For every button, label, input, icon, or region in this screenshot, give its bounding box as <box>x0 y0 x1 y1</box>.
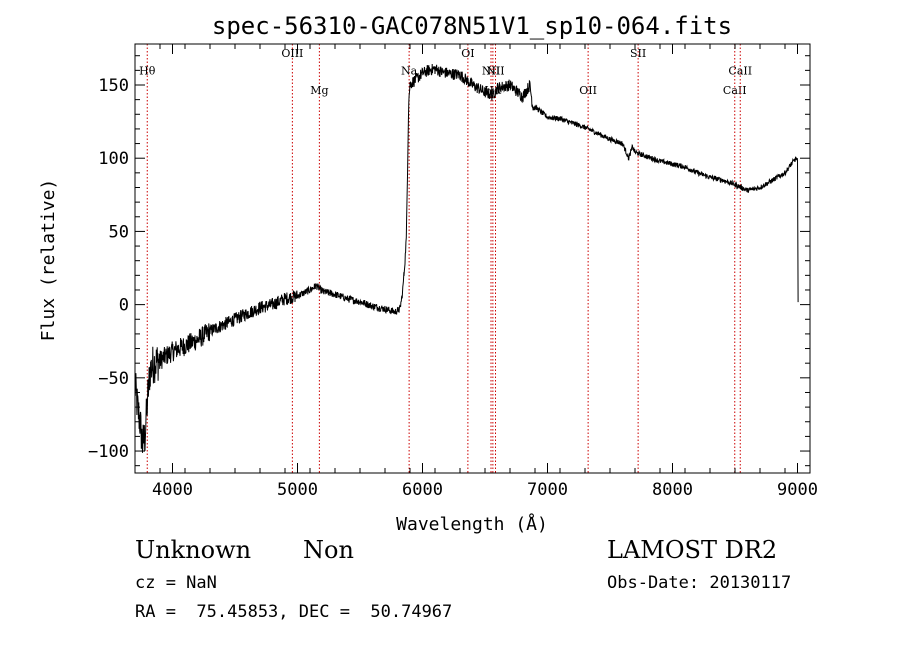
spectrum-plot: spec-56310-GAC078N51V1_sp10-064.fits Wav… <box>38 12 818 535</box>
spectral-line-label: NII <box>482 65 500 78</box>
coordinates: RA = 75.45853, DEC = 50.74967 <box>135 602 453 622</box>
x-tick-label: 8000 <box>652 480 693 500</box>
spectral-line-label: OI <box>461 47 474 60</box>
spectral-line-label: SII <box>630 47 646 60</box>
object-class: Unknown <box>135 536 252 564</box>
y-tick-label: −50 <box>98 369 129 389</box>
x-tick-label: 4000 <box>152 480 193 500</box>
spectrum-series <box>134 63 799 453</box>
axes: 4000 5000 6000 7000 8000 9000 −100 −50 0 50 100 150 <box>88 43 818 500</box>
spectral-line-label: NII <box>486 65 504 78</box>
spectral-line-label: OII <box>579 84 597 97</box>
x-tick-label: 9000 <box>777 480 818 500</box>
spectral-line-label: Hθ <box>139 65 156 78</box>
survey-name: LAMOST DR2 <box>607 536 778 564</box>
y-axis-label: Flux (relative) <box>38 179 59 342</box>
object-subclass: Non <box>303 536 354 564</box>
y-tick-label: 100 <box>98 149 129 169</box>
y-tick-label: 150 <box>98 76 129 96</box>
chart-title: spec-56310-GAC078N51V1_sp10-064.fits <box>212 12 732 40</box>
y-tick-label: 0 <box>119 296 129 316</box>
x-axis-label: Wavelength (Å) <box>396 513 548 535</box>
x-tick-label: 6000 <box>402 480 443 500</box>
spectral-line-label: CaII <box>728 65 752 78</box>
x-tick-label: 7000 <box>527 480 568 500</box>
spectral-line-label: OIII <box>281 47 303 60</box>
y-tick-label: −100 <box>88 442 129 462</box>
spectral-line-label: Na <box>401 65 418 78</box>
obs-date: Obs-Date: 20130117 <box>607 573 792 593</box>
spectral-line-label: CaII <box>723 84 747 97</box>
spectral-line-label: Mg <box>310 84 328 97</box>
x-tick-label: 5000 <box>277 480 318 500</box>
redshift-cz: cz = NaN <box>135 573 217 593</box>
y-tick-label: 50 <box>109 222 129 242</box>
spectrum-line <box>134 63 799 453</box>
plot-frame <box>134 43 811 474</box>
